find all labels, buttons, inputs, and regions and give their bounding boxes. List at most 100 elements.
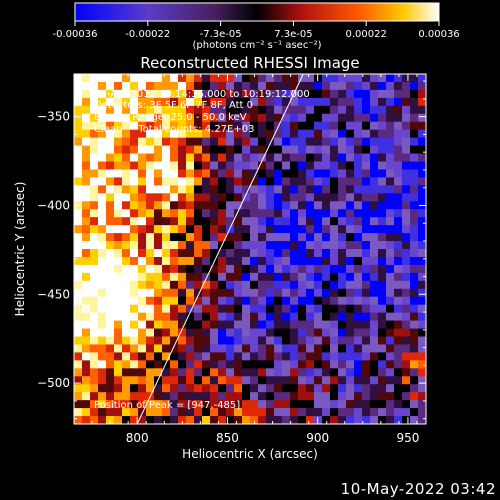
heatmap-cell (194, 368, 203, 377)
heatmap-cell (106, 272, 115, 282)
heatmap-cell (394, 74, 403, 83)
heatmap-cell (290, 233, 299, 242)
heatmap-cell (346, 328, 355, 338)
heatmap-cell (282, 288, 291, 298)
heatmap-cell (226, 177, 235, 186)
heatmap-cell (170, 264, 179, 274)
heatmap-cell (210, 384, 219, 393)
heatmap-cell (354, 113, 363, 123)
heatmap-cell (266, 392, 275, 401)
heatmap-cell (418, 392, 426, 401)
heatmap-cell (242, 280, 251, 290)
heatmap-cell (242, 392, 251, 401)
heatmap-cell (146, 408, 155, 417)
heatmap-cell (130, 344, 139, 354)
heatmap-cell (178, 280, 187, 290)
heatmap-cell (290, 153, 299, 163)
heatmap-cell (290, 304, 299, 314)
heatmap-cell (290, 288, 299, 298)
heatmap-cell (170, 121, 179, 131)
heatmap-cell (226, 408, 235, 417)
heatmap-cell (202, 113, 211, 123)
heatmap-cell (330, 280, 339, 290)
heatmap-cell (274, 249, 283, 258)
heatmap-cell (178, 113, 187, 123)
heatmap-cell (330, 320, 339, 330)
heatmap-cell (178, 272, 187, 282)
heatmap-cell (314, 336, 323, 346)
heatmap-cell (186, 392, 195, 401)
heatmap-cell (402, 161, 411, 171)
heatmap-cell (90, 145, 99, 155)
heatmap-cell (402, 256, 411, 266)
heatmap-cell (346, 233, 355, 242)
heatmap-cell (274, 137, 283, 147)
heatmap-cell (170, 145, 179, 155)
heatmap-cell (130, 113, 139, 123)
heatmap-cell (314, 233, 323, 242)
heatmap-cell (282, 264, 291, 274)
heatmap-cell (410, 304, 419, 314)
heatmap-cell (346, 352, 355, 361)
heatmap-cell (362, 89, 371, 99)
heatmap-cell (154, 193, 163, 202)
heatmap-cell (234, 209, 243, 218)
heatmap-cell (106, 209, 115, 218)
heatmap-cell (186, 368, 195, 377)
heatmap-cell (234, 280, 243, 290)
heatmap-cell (210, 249, 219, 258)
heatmap-cell (274, 328, 283, 338)
heatmap-cell (306, 81, 315, 91)
heatmap-cell (266, 153, 275, 163)
heatmap-cell (250, 177, 259, 186)
heatmap-cell (322, 177, 331, 186)
heatmap-cell (98, 256, 107, 266)
heatmap-cell (370, 241, 379, 250)
heatmap-cell (106, 121, 115, 131)
heatmap-cell (106, 193, 115, 202)
heatmap-cell (186, 201, 195, 210)
heatmap-cell (338, 256, 347, 266)
heatmap-cell (370, 105, 379, 115)
heatmap-cell (218, 376, 227, 385)
heatmap-cell (266, 336, 275, 346)
heatmap-cell (274, 185, 283, 194)
heatmap-cell (74, 185, 83, 194)
heatmap-cell (82, 129, 91, 139)
heatmap-cell (330, 272, 339, 282)
heatmap-cell (146, 360, 155, 369)
heatmap-cell (410, 153, 419, 163)
heatmap-cell (218, 177, 227, 186)
heatmap-cell (298, 264, 307, 274)
heatmap-cell (146, 177, 155, 186)
heatmap-cell (210, 209, 219, 218)
heatmap-cell (282, 360, 291, 369)
heatmap-cell (290, 97, 299, 107)
heatmap-cell (74, 272, 83, 282)
heatmap-cell (282, 145, 291, 155)
heatmap-cell (202, 400, 211, 409)
heatmap-cell (218, 288, 227, 298)
heatmap-cell (418, 169, 426, 179)
heatmap-cell (394, 296, 403, 306)
heatmap-cell (74, 217, 83, 226)
heatmap-cell (322, 121, 331, 131)
heatmap-cell (242, 193, 251, 202)
heatmap-cell (130, 177, 139, 186)
heatmap-cell (338, 264, 347, 274)
heatmap-cell (354, 328, 363, 338)
heatmap-cell (314, 201, 323, 210)
heatmap-cell (226, 296, 235, 306)
heatmap-cell (186, 161, 195, 171)
heatmap-cell (178, 169, 187, 179)
heatmap-cell (218, 256, 227, 266)
heatmap-cell (338, 74, 347, 83)
heatmap-cell (154, 129, 163, 139)
heatmap-cell (378, 336, 387, 346)
heatmap-cell (306, 177, 315, 186)
heatmap-cell (74, 376, 83, 385)
heatmap-cell (370, 416, 379, 424)
heatmap-cell (330, 328, 339, 338)
heatmap-cell (82, 161, 91, 171)
heatmap-cell (130, 129, 139, 139)
